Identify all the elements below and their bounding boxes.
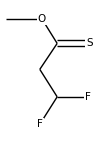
Text: S: S (86, 38, 93, 48)
Text: F: F (85, 92, 91, 102)
Text: O: O (38, 14, 46, 24)
Text: F: F (37, 119, 43, 129)
